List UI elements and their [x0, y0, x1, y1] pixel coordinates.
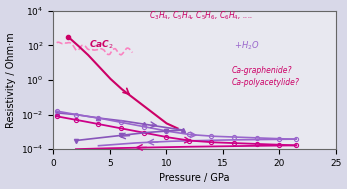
Text: CaC$_2$: CaC$_2$ — [90, 38, 114, 51]
Text: Ca-graphenide?
Ca-polyacetylide?: Ca-graphenide? Ca-polyacetylide? — [232, 66, 300, 87]
X-axis label: Pressure / GPa: Pressure / GPa — [159, 174, 230, 184]
Text: C$_3$H$_4$, C$_5$H$_4$, C$_5$H$_6$, C$_6$H$_4$, ....: C$_3$H$_4$, C$_5$H$_4$, C$_5$H$_6$, C$_6… — [149, 9, 254, 22]
Y-axis label: Resistivity / Ohm·m: Resistivity / Ohm·m — [6, 32, 16, 128]
Text: +H$_2$O: +H$_2$O — [234, 40, 260, 52]
